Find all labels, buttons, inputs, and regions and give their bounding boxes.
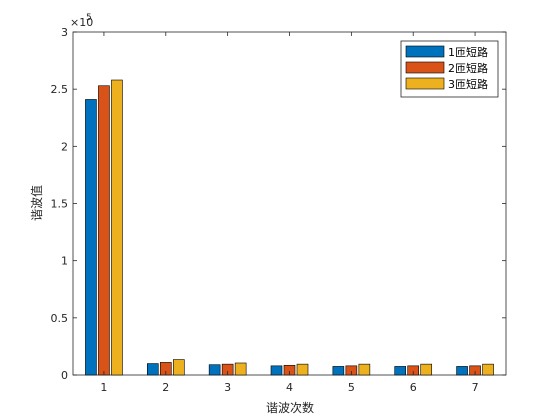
bar-2-cat-1 xyxy=(98,85,110,376)
y-exponent-power: 5 xyxy=(86,13,92,23)
x-tick-label: 3 xyxy=(224,381,231,394)
bar-1-cat-4 xyxy=(270,365,283,376)
x-tick-label: 5 xyxy=(348,381,355,394)
legend-swatch-2 xyxy=(405,61,445,74)
bar-3-cat-7 xyxy=(482,363,494,376)
y-tick-label: 0 xyxy=(61,369,68,382)
bar-1-cat-5 xyxy=(332,366,345,376)
bar-1-cat-7 xyxy=(456,366,468,376)
legend: 1匝短路 2匝短路 3匝短路 xyxy=(400,40,499,98)
x-tick-label: 4 xyxy=(286,381,293,394)
x-tick-label: 7 xyxy=(472,381,479,394)
y-tick-label: 0.5 xyxy=(51,312,69,325)
y-tick-label: 3 xyxy=(61,26,68,39)
legend-label-1: 1匝短路 xyxy=(448,45,488,59)
y-tick-label: 2.5 xyxy=(51,83,69,96)
legend-swatch-3 xyxy=(405,77,445,90)
bar-1-cat-2 xyxy=(146,363,159,376)
bar-3-cat-1 xyxy=(111,79,123,376)
legend-swatch-1 xyxy=(405,45,445,58)
bar-3-cat-4 xyxy=(296,363,309,376)
legend-label-3: 3匝短路 xyxy=(448,77,488,91)
y-tick-label: 2 xyxy=(61,140,68,153)
y-axis-exponent: ×10 5 xyxy=(70,13,93,29)
bar-1-cat-6 xyxy=(394,366,407,376)
y-tick-label: 1 xyxy=(61,255,68,268)
bar-1-cat-1 xyxy=(85,99,97,376)
bar-3-cat-5 xyxy=(358,363,371,376)
x-tick-label: 6 xyxy=(410,381,417,394)
bar-1-cat-3 xyxy=(208,364,221,376)
x-axis-label: 谐波次数 xyxy=(266,400,314,415)
y-exponent-base: ×10 xyxy=(70,16,93,29)
y-tick-label: 1.5 xyxy=(51,198,69,211)
x-tick-label: 2 xyxy=(162,381,169,394)
y-axis-label: 谐波值 xyxy=(29,185,44,221)
bar-3-cat-2 xyxy=(172,359,185,376)
legend-label-2: 2匝短路 xyxy=(448,61,488,75)
x-tick-label: 1 xyxy=(100,381,107,394)
bar-3-cat-6 xyxy=(420,363,433,376)
bar-3-cat-3 xyxy=(234,362,247,376)
